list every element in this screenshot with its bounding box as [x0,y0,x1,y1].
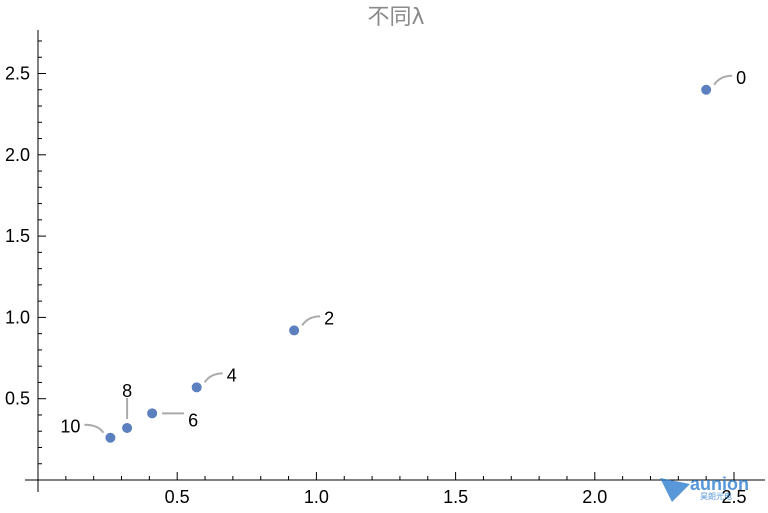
watermark-icon [660,478,690,502]
watermark-subtext: 昊朗光电 [700,491,732,501]
watermark-text: aunion [690,474,749,494]
data-point [191,382,202,393]
point-label: 10 [60,417,80,437]
data-point [289,325,300,336]
y-tick-label: 1.5 [5,226,30,246]
data-points [105,84,712,443]
x-tick-label: 2.0 [582,487,607,507]
axis-ticks: 0.5 1.0 1.5 2.0 2.5 0.5 1.0 1.5 2.0 2.5 [5,40,747,507]
point-label: 2 [324,308,334,328]
point-label: 0 [736,68,746,88]
x-tick-label: 1.5 [443,487,468,507]
x-tick-label: 2.5 [721,487,746,507]
x-tick-label: 1.0 [304,487,329,507]
point-label: 4 [227,365,237,385]
chart-title: 不同λ [367,5,424,30]
label-leader-line [203,372,223,383]
label-leaders [84,74,733,434]
x-tick-label: 0.5 [165,487,190,507]
point-labels: 0 2 4 6 8 10 [60,68,746,437]
label-leader-line [84,423,105,434]
data-point [122,422,133,433]
watermark-logo: aunion 昊朗光电 [660,474,749,502]
y-tick-label: 2.5 [5,64,30,84]
y-tick-label: 1.0 [5,307,30,327]
data-point [701,84,712,95]
data-point [105,432,116,443]
point-label: 8 [122,381,132,401]
point-label: 6 [188,410,198,430]
label-leader-line [713,74,733,86]
y-tick-label: 0.5 [5,389,30,409]
data-point [147,408,158,419]
label-leader-line [301,315,321,326]
y-tick-label: 2.0 [5,145,30,165]
